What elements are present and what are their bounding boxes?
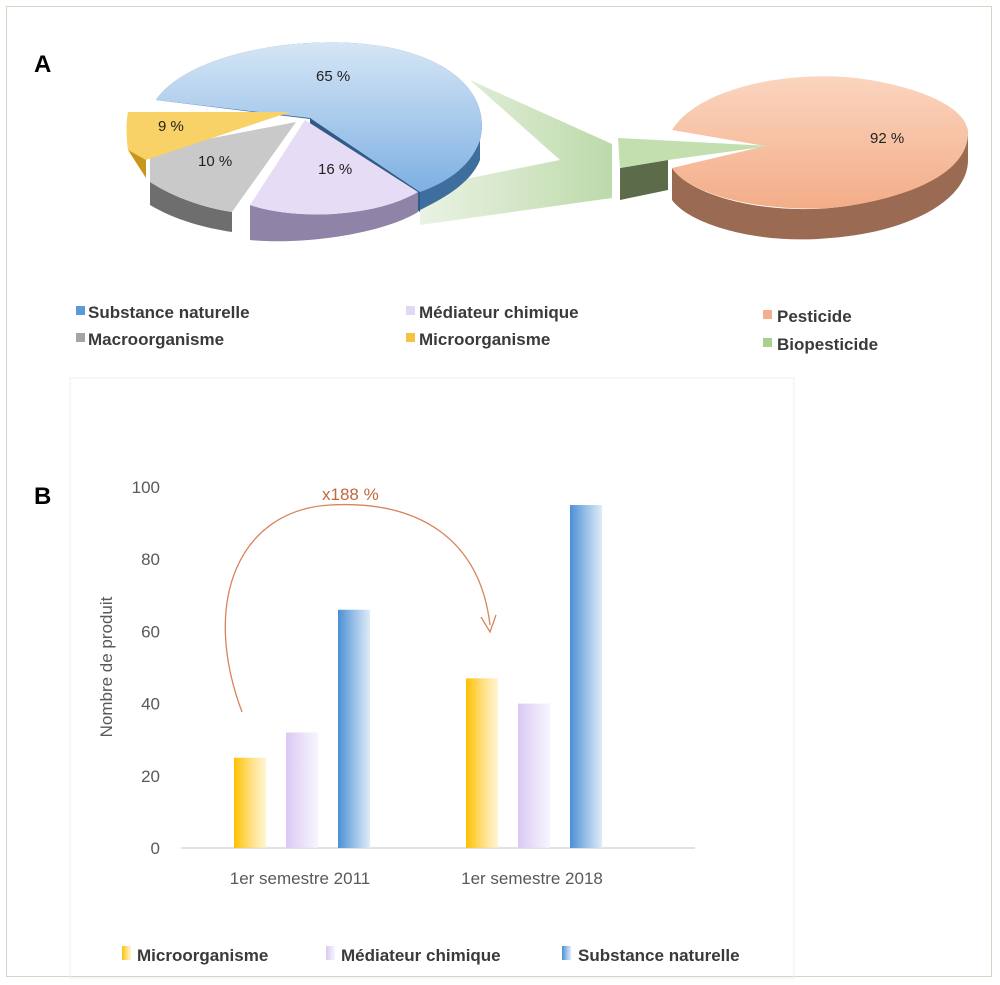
- pie-label-65: 65 %: [316, 68, 350, 85]
- legend-label-substance-naturelle: Substance naturelle: [88, 303, 250, 322]
- bar-legend: Microorganisme Médiateur chimique Substa…: [122, 946, 740, 965]
- x-tick-label: 1er semestre 2018: [461, 869, 603, 888]
- legend-label-biopesticide: Biopesticide: [777, 335, 878, 354]
- legend-swatch-substance-naturelle: [76, 306, 85, 315]
- y-tick-label: 100: [132, 478, 160, 497]
- bar-mediateur-chimique-1: [286, 732, 318, 848]
- y-tick-label: 40: [141, 695, 160, 714]
- panel-label-a: A: [34, 51, 51, 78]
- bar-microorganisme-1: [234, 757, 266, 848]
- legend-label-mediateur-chimique: Médiateur chimique: [419, 303, 579, 322]
- y-tick-label: 80: [141, 550, 160, 569]
- legend-swatch-pesticide: [763, 310, 772, 319]
- pie-legend-left: Substance naturelle Médiateur chimique M…: [76, 303, 579, 349]
- bars: [234, 505, 602, 848]
- bar-substance-naturelle-2: [570, 505, 602, 848]
- panel-b-frame: [69, 377, 795, 979]
- pie-slice-microorganisme: [126, 112, 290, 178]
- pie-label-92: 92 %: [870, 130, 904, 147]
- pie-label-16: 16 %: [318, 161, 352, 178]
- bar-mediateur-chimique-2: [518, 703, 550, 848]
- panel-label-b: B: [34, 483, 51, 510]
- bar-chart: Nombre de produit 0 20 40 60 80 100 1er semes…: [97, 478, 695, 888]
- growth-annotation: x188 %: [322, 485, 379, 504]
- pie-label-9: 9 %: [158, 118, 184, 135]
- legend-swatch-biopesticide: [763, 338, 772, 347]
- legend-swatch-mediateur-chimique: [406, 306, 415, 315]
- growth-arrow: [224, 503, 491, 713]
- legend-label-bar-substance-naturelle: Substance naturelle: [578, 946, 740, 965]
- legend-label-bar-mediateur-chimique: Médiateur chimique: [341, 946, 501, 965]
- bar-microorganisme-2: [466, 678, 498, 848]
- legend-swatch-bar-mediateur-chimique: [326, 946, 335, 960]
- legend-label-bar-microorganisme: Microorganisme: [137, 946, 268, 965]
- y-tick-label: 20: [141, 767, 160, 786]
- x-tick-label: 1er semestre 2011: [230, 869, 370, 888]
- pie-slice-pesticide: [672, 76, 969, 240]
- pie-label-10: 10 %: [198, 153, 232, 170]
- y-ticks: 0 20 40 60 80 100: [132, 478, 160, 858]
- pie-legend-right: Pesticide Biopesticide: [763, 307, 878, 354]
- legend-swatch-microorganisme: [406, 333, 415, 342]
- y-axis-title: Nombre de produit: [97, 596, 116, 737]
- legend-swatch-bar-substance-naturelle: [562, 946, 571, 960]
- x-ticks: 1er semestre 2011 1er semestre 2018: [230, 869, 603, 888]
- y-tick-label: 0: [151, 839, 160, 858]
- pie-slice-mediateur-chimique: [250, 120, 418, 242]
- y-tick-label: 60: [141, 622, 160, 641]
- legend-label-macroorganisme: Macroorganisme: [88, 330, 224, 349]
- pie-connector-band: [420, 80, 612, 225]
- legend-label-microorganisme: Microorganisme: [419, 330, 550, 349]
- legend-swatch-bar-microorganisme: [122, 946, 131, 960]
- bar-substance-naturelle-1: [338, 609, 370, 848]
- pie-slice-biopesticide: [618, 138, 770, 200]
- legend-label-pesticide: Pesticide: [777, 307, 852, 326]
- growth-arrow-head: [480, 614, 497, 634]
- legend-swatch-macroorganisme: [76, 333, 85, 342]
- figure-frame: [6, 6, 992, 977]
